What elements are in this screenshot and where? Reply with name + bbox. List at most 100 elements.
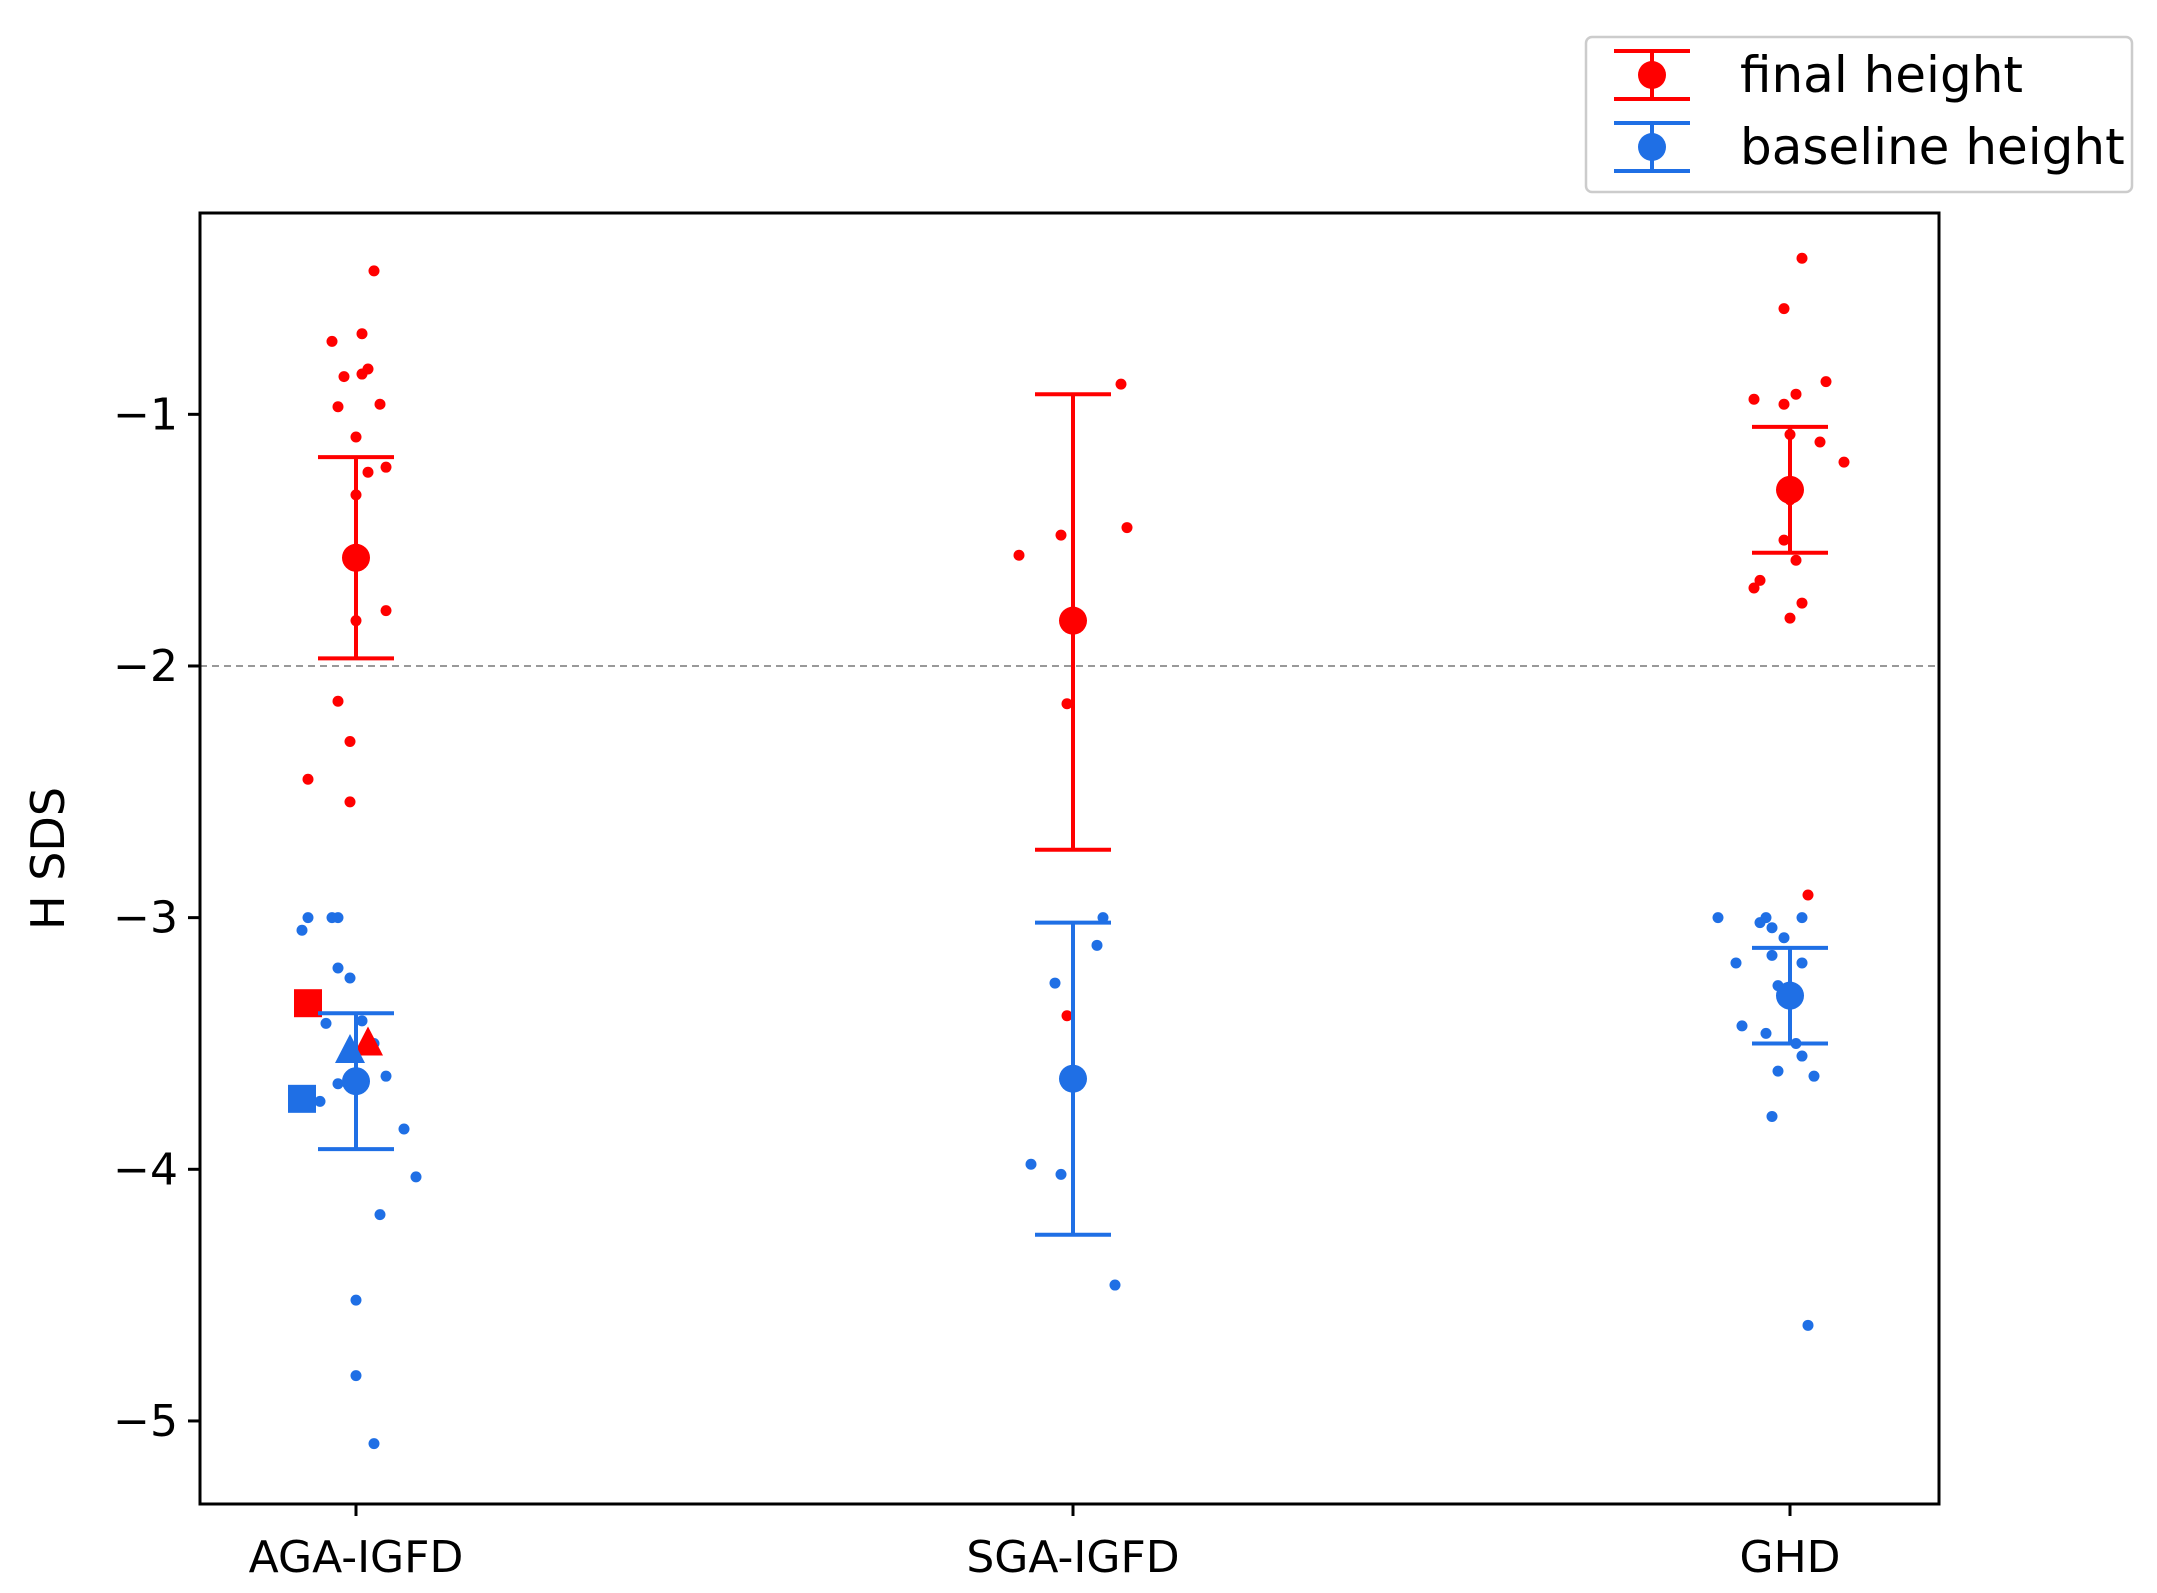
final-height-point (1814, 436, 1826, 448)
final-height-square-marker (294, 989, 322, 1018)
baseline-mean-marker (342, 1067, 370, 1096)
y-tick-label: −3 (113, 893, 178, 944)
y-tick-label: −4 (113, 1144, 178, 1195)
final-height-point (1778, 534, 1790, 546)
baseline-height-point (398, 1123, 410, 1135)
baseline-height-point (1802, 1319, 1814, 1331)
y-axis-label: H SDS (21, 787, 75, 930)
baseline-height-point (296, 924, 308, 936)
baseline-height-point (350, 1294, 362, 1306)
baseline-height-point (1778, 932, 1790, 944)
final-height-triangle-marker (353, 1026, 383, 1056)
final-height-point (1055, 529, 1067, 541)
final-height-point (1796, 597, 1808, 609)
baseline-height-point (320, 1017, 332, 1029)
final-height-point (1748, 393, 1760, 405)
baseline-height-point (344, 972, 356, 984)
final-height-point (344, 796, 356, 808)
baseline-height-point (380, 1070, 392, 1082)
baseline-height-point (332, 912, 344, 924)
baseline-height-point (1766, 922, 1778, 934)
final-height-point (1802, 889, 1814, 901)
final-height-point (332, 695, 344, 707)
axes-layer: −5 −4 −3 −2 −1 AGA-IGFD SGA-IGFD GHD (113, 389, 1840, 1583)
final-height-point (302, 773, 314, 785)
y-tick-label: −2 (113, 641, 178, 692)
baseline-height-point (1109, 1279, 1121, 1291)
baseline-height-point (1766, 949, 1778, 961)
final-height-point (1778, 398, 1790, 410)
legend-label: final height (1740, 46, 2023, 104)
baseline-height-point (1754, 917, 1766, 929)
baseline-height-point (1736, 1020, 1748, 1032)
final-height-point (338, 371, 350, 383)
plot-frame (198, 211, 1941, 1506)
baseline-height-point (1730, 957, 1742, 969)
final-height-point (1838, 456, 1850, 468)
baseline-mean-marker (1776, 981, 1804, 1010)
baseline-height-point (368, 1438, 380, 1450)
baseline-height-point (1796, 957, 1808, 969)
final-height-point (1778, 303, 1790, 315)
final-height-point (1013, 549, 1025, 561)
final-height-point (326, 335, 338, 347)
baseline-height-point (1049, 977, 1061, 989)
legend-entries: final height baseline height (1614, 46, 2125, 176)
final-mean-marker (1776, 475, 1804, 504)
final-mean-marker (1059, 606, 1087, 635)
data-layer (288, 252, 1850, 1450)
final-height-point (362, 466, 374, 478)
baseline-height-point (410, 1171, 422, 1183)
baseline-height-point (1796, 912, 1808, 924)
baseline-height-point (1091, 939, 1103, 951)
x-tick-label: SGA-IGFD (966, 1532, 1179, 1583)
baseline-height-point (1796, 1050, 1808, 1062)
final-height-point (380, 461, 392, 473)
baseline-height-point (314, 1095, 326, 1107)
final-height-point (1796, 252, 1808, 264)
baseline-height-point (1712, 912, 1724, 924)
baseline-height-point (1025, 1158, 1037, 1170)
baseline-height-point (356, 1015, 368, 1027)
baseline-height-point (350, 1370, 362, 1382)
final-height-point (350, 431, 362, 443)
y-tick-label: −5 (113, 1396, 178, 1447)
final-mean-marker (342, 543, 370, 572)
x-tick-label: GHD (1739, 1532, 1840, 1583)
final-height-point (344, 735, 356, 747)
baseline-height-point (1766, 1110, 1778, 1122)
final-height-point (1820, 376, 1832, 388)
final-height-point (1748, 582, 1760, 594)
baseline-height-point (332, 962, 344, 974)
x-tick-label: AGA-IGFD (249, 1532, 464, 1583)
final-height-point (368, 265, 380, 277)
final-height-point (356, 368, 368, 380)
baseline-height-point (332, 1078, 344, 1090)
baseline-height-point (1760, 1027, 1772, 1039)
final-height-point (1790, 554, 1802, 566)
legend: final height baseline height (1584, 35, 2134, 194)
baseline-height-point (1097, 912, 1109, 924)
final-height-point (1784, 612, 1796, 624)
legend-label: baseline height (1740, 118, 2125, 176)
legend-marker (1638, 133, 1666, 161)
final-height-point (356, 328, 368, 340)
baseline-height-point (1055, 1168, 1067, 1180)
final-height-point (1115, 378, 1127, 390)
final-height-point (374, 398, 386, 410)
baseline-height-point (302, 912, 314, 924)
baseline-height-square-marker (288, 1084, 316, 1113)
legend-box (1584, 35, 2134, 194)
final-height-point (1121, 522, 1133, 534)
baseline-mean-marker (1059, 1064, 1087, 1093)
baseline-height-point (1808, 1070, 1820, 1082)
final-height-point (380, 605, 392, 617)
legend-marker (1638, 61, 1666, 89)
final-height-point (1061, 1010, 1073, 1022)
y-tick-label: −1 (113, 389, 178, 440)
baseline-height-point (374, 1209, 386, 1221)
final-height-point (1754, 574, 1766, 586)
final-height-point (1790, 388, 1802, 400)
final-height-point (1061, 698, 1073, 710)
